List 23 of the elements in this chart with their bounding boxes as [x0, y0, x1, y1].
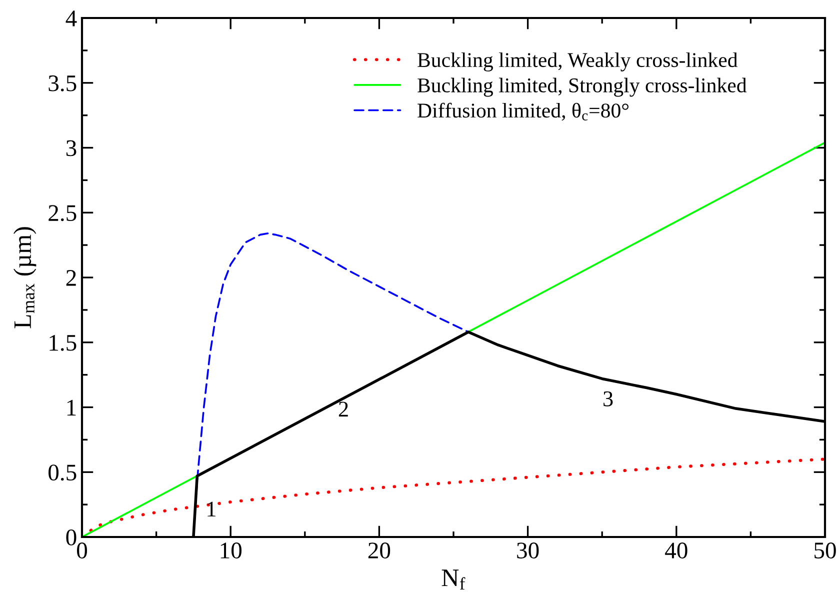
x-tick-label: 10 [220, 542, 242, 558]
y-tick-label: 2.5 [48, 205, 76, 222]
y-tick-label: 2 [66, 270, 76, 286]
x-axis-title: N$_{f}$ [442, 570, 466, 590]
legend-label: Diffusion limited, θ$_{c}$=80° [418, 102, 628, 121]
legend-label: Buckling limited, Weakly cross-linked [418, 52, 738, 72]
y-tick-label: 0 [66, 529, 76, 546]
y-tick-label: 4 [66, 10, 77, 26]
x-tick-label: 30 [517, 542, 539, 558]
y-tick-label: 1 [67, 400, 76, 416]
y-tick-label: 0.5 [48, 464, 76, 481]
x-tick-label: 50 [814, 542, 836, 558]
x-tick-label: 20 [368, 542, 390, 558]
y-tick-label: 3 [66, 140, 76, 156]
y-tick-label: 3.5 [48, 75, 76, 92]
annotation: 2 [338, 402, 348, 416]
annotation: 1 [208, 502, 216, 516]
y-tick-label: 1.5 [50, 334, 76, 351]
annotation: 3 [604, 391, 613, 406]
x-tick-label: 0 [76, 542, 88, 558]
y-axis-title: L$_{max}$ (µm) [14, 227, 36, 328]
legend-label: Buckling limited, Strongly cross-linked [418, 78, 747, 97]
x-tick-label: 40 [665, 542, 688, 558]
